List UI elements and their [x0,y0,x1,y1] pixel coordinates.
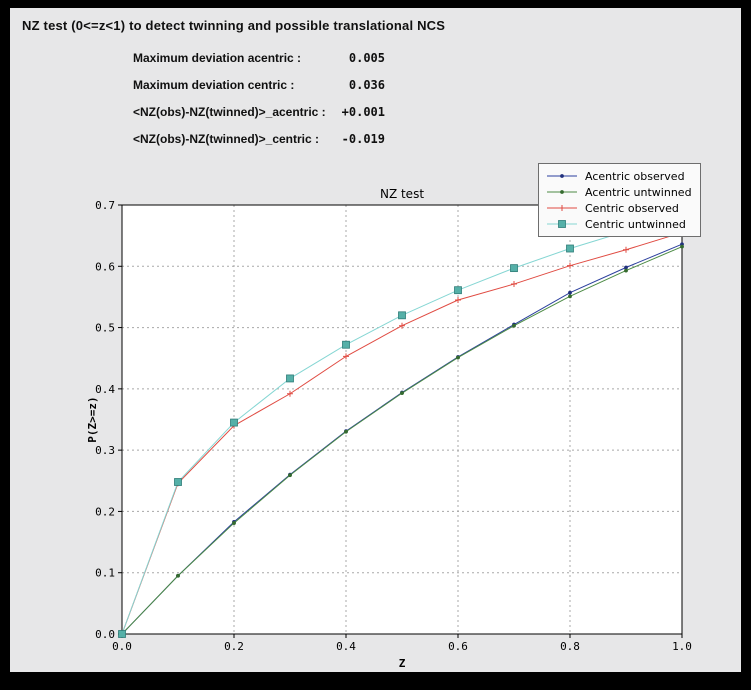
dot-marker-icon [512,323,516,328]
legend: Acentric observed Acentric untwinned Centr… [538,163,701,237]
stat-row: <NZ(obs)-NZ(twinned)>_acentric : +0.001 [133,105,385,132]
x-tick-label: 0.8 [560,640,580,653]
square-marker-icon [566,244,574,253]
square-marker-icon [118,630,126,638]
legend-dot-sample-icon [547,190,577,194]
chart-title: NZ test [380,187,424,201]
square-marker-icon [342,340,350,349]
y-tick-label: 0.1 [95,567,115,580]
square-marker-icon [398,311,406,320]
legend-label: Centric observed [585,201,679,215]
stat-value: -0.019 [341,132,385,146]
dot-marker-icon [568,290,572,295]
dot-marker-icon [176,573,180,578]
plus-marker-icon [511,281,517,288]
square-marker-icon [286,374,294,383]
plus-marker-icon [287,390,293,397]
stat-value: +0.001 [341,105,385,119]
y-tick-label: 0.3 [95,444,115,457]
y-tick-label: 0.6 [95,260,115,273]
legend-item: Acentric untwinned [545,184,692,200]
plus-marker-icon [623,246,629,253]
x-axis-label: Z [399,657,406,670]
y-tick-label: 0.2 [95,505,115,518]
stat-row: Maximum deviation acentric : 0.005 [133,51,385,78]
legend-square-sample-icon [547,220,577,228]
plus-marker-icon [455,296,461,303]
plus-marker-icon [567,262,573,269]
dot-marker-icon [344,429,348,434]
dot-marker-icon [624,265,628,270]
dot-marker-icon [560,174,564,178]
plus-marker-icon [559,205,565,211]
stat-label: Maximum deviation acentric : [133,51,302,65]
legend-item: Centric observed [545,200,692,216]
nz-plot: 0.0 0.2 0.4 0.6 0.8 1.0 0.0 0.1 0.2 0.3 0.4 0.5 0.6 0… [86,187,692,670]
stat-row: Maximum deviation centric : 0.036 [133,78,385,105]
dot-marker-icon [456,355,460,360]
dot-marker-icon [624,268,628,273]
legend-dot-sample-icon [547,174,577,178]
dot-marker-icon [288,473,292,478]
y-tick-label: 0.5 [95,322,115,335]
legend-label: Centric untwinned [585,217,686,231]
stat-value: 0.005 [348,51,385,65]
x-tick-label: 0.0 [112,640,132,653]
y-tick-label: 0.7 [95,199,115,212]
plot-background [122,205,682,634]
page-title: NZ test (0<=z<1) to detect twinning and … [22,18,446,33]
stat-value: 0.036 [348,78,385,92]
legend-label: Acentric observed [585,169,685,183]
square-marker-icon [454,286,462,295]
legend-item: Centric untwinned [545,216,692,232]
legend-item: Acentric observed [545,168,692,184]
square-marker-icon [174,478,182,486]
dot-marker-icon [400,391,404,396]
y-tick-label: 0.0 [95,628,115,641]
square-marker-icon [510,264,518,273]
dot-marker-icon [680,244,684,249]
x-tick-label: 0.2 [224,640,244,653]
legend-plus-sample-icon [547,205,577,211]
dot-marker-icon [568,294,572,299]
stat-row: <NZ(obs)-NZ(twinned)>_centric : -0.019 [133,132,385,159]
axes-frame [121,204,683,635]
square-marker-icon [558,220,566,228]
x-tick-label: 0.6 [448,640,468,653]
stat-label: <NZ(obs)-NZ(twinned)>_acentric : [133,105,326,119]
dot-marker-icon [232,521,236,525]
tick-labels: 0.0 0.2 0.4 0.6 0.8 1.0 0.0 0.1 0.2 0.3 0.4 0.5 0.6 0… [95,199,692,653]
dot-marker-icon [560,190,564,194]
plus-marker-icon [399,322,405,329]
figure-panel: 0.0 0.2 0.4 0.6 0.8 1.0 0.0 0.1 0.2 0.3 0.4 0.5 0.6 0… [10,8,741,672]
stats-block: Maximum deviation acentric : 0.005 Maximu… [133,51,385,159]
chart-area: 0.0 0.2 0.4 0.6 0.8 1.0 0.0 0.1 0.2 0.3 0.4 0.5 0.6 0… [10,8,741,672]
x-tick-label: 0.4 [336,640,356,653]
x-tick-label: 1.0 [672,640,692,653]
y-tick-label: 0.4 [95,383,115,396]
plus-marker-icon [343,353,349,360]
legend-label: Acentric untwinned [585,185,692,199]
stat-label: Maximum deviation centric : [133,78,295,92]
square-marker-icon [230,418,238,427]
y-axis-label: P(Z>=z) [86,396,99,442]
stat-label: <NZ(obs)-NZ(twinned)>_centric : [133,132,320,146]
